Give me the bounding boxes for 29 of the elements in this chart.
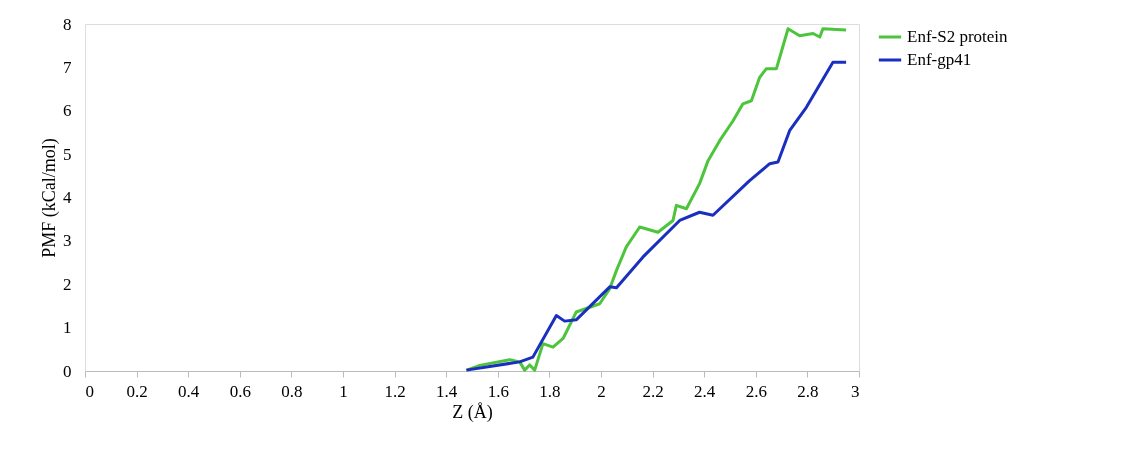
- y-tick-label: 3: [63, 231, 72, 251]
- x-tick-label: 2.6: [745, 381, 767, 401]
- x-tick-label: 0.4: [178, 381, 200, 401]
- y-tick-label: 2: [63, 274, 72, 294]
- legend-label: Enf-S2 protein: [907, 27, 1009, 46]
- x-tick-label: 2.4: [694, 381, 716, 401]
- y-tick-label: 8: [63, 14, 72, 34]
- x-tick-label: 1.6: [487, 381, 509, 401]
- x-tick-label: 1.2: [384, 381, 406, 401]
- x-tick-label: 0.8: [281, 381, 303, 401]
- y-axis-title: PMF (kCal/mol): [39, 138, 60, 258]
- x-tick-label: 1: [339, 381, 348, 401]
- x-tick-label: 1.8: [539, 381, 561, 401]
- x-tick-label: 2: [597, 381, 606, 401]
- x-tick-label: 3: [851, 381, 860, 401]
- x-tick-label: 0: [85, 381, 94, 401]
- y-tick-label: 5: [63, 144, 72, 164]
- x-axis-title: Z (Å): [452, 401, 493, 423]
- x-tick-label: 2.8: [797, 381, 819, 401]
- x-tick-label: 1.4: [436, 381, 458, 401]
- legend-label: Enf-gp41: [907, 50, 972, 69]
- y-tick-label: 1: [63, 318, 72, 338]
- y-tick-label: 7: [63, 57, 72, 77]
- y-tick-label: 6: [63, 101, 72, 121]
- y-tick-label: 0: [63, 361, 72, 381]
- x-tick-label: 0.2: [126, 381, 148, 401]
- y-tick-label: 4: [63, 188, 72, 207]
- x-tick-label: 0.6: [229, 381, 251, 401]
- x-tick-label: 2.2: [642, 381, 664, 401]
